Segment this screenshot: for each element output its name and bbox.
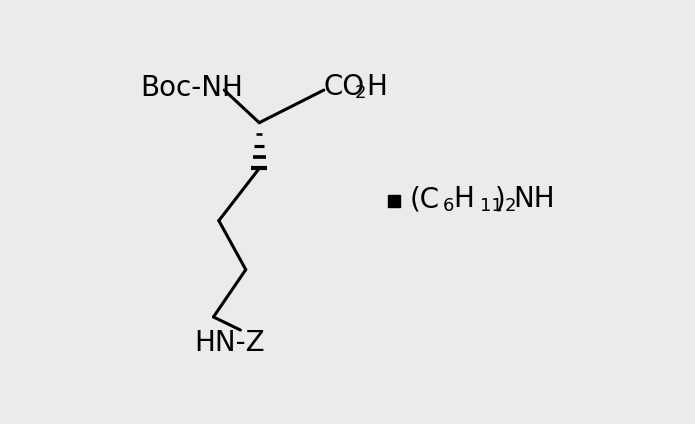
Text: 11: 11 bbox=[480, 197, 502, 215]
Text: H: H bbox=[366, 73, 386, 101]
Text: H: H bbox=[453, 185, 474, 213]
Text: 2: 2 bbox=[355, 84, 366, 102]
Text: ): ) bbox=[495, 185, 506, 213]
Text: NH: NH bbox=[514, 185, 555, 213]
Text: CO: CO bbox=[324, 73, 365, 101]
Text: Boc-NH: Boc-NH bbox=[140, 75, 244, 103]
Text: (C: (C bbox=[410, 185, 440, 213]
Text: 6: 6 bbox=[442, 197, 454, 215]
Text: 2: 2 bbox=[505, 197, 516, 215]
Text: HN-Z: HN-Z bbox=[195, 329, 265, 357]
